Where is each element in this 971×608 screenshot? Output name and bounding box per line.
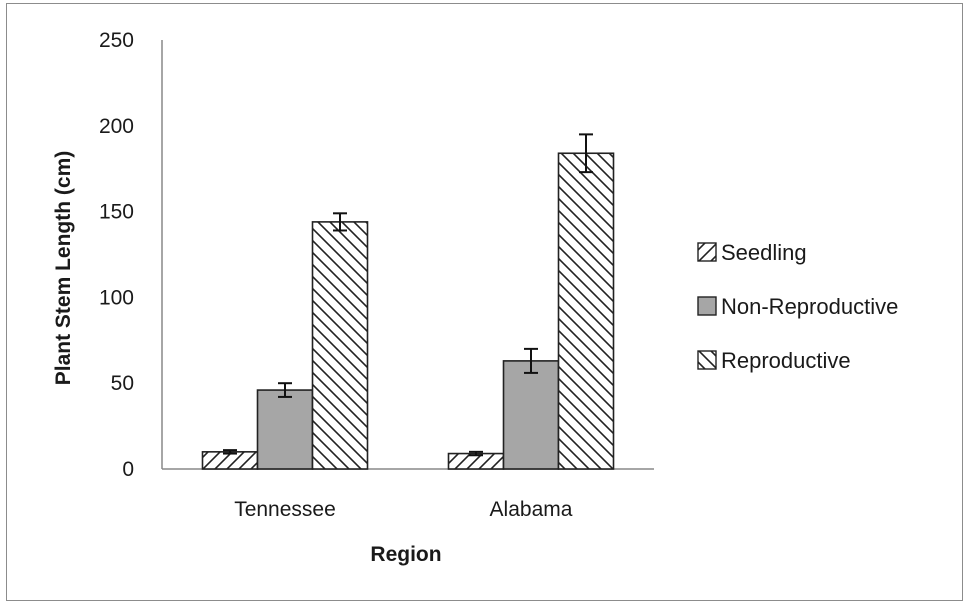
- y-axis: 0 50 100 150 200 250: [99, 29, 163, 481]
- legend-swatch: [697, 242, 717, 262]
- legend: Seedling Non-Reproductive Reproductive: [697, 240, 898, 373]
- bar-non-reproductive: [502, 360, 560, 470]
- legend-label: Seedling: [721, 240, 807, 265]
- x-axis: Tennessee Alabama: [162, 468, 654, 521]
- y-tick-label: 150: [99, 201, 134, 224]
- bar-reproductive: [311, 221, 369, 470]
- y-tick-label: 50: [111, 372, 134, 395]
- x-axis-title: Region: [370, 543, 441, 566]
- error-bars: [223, 133, 593, 457]
- y-axis-title: Plant Stem Length (cm): [52, 151, 75, 386]
- chart-frame: [6, 3, 963, 601]
- bar-non-reproductive: [256, 389, 314, 470]
- bar-reproductive: [557, 152, 615, 470]
- legend-swatch: [697, 296, 717, 316]
- y-tick-label: 100: [99, 286, 134, 309]
- legend-label: Non-Reproductive: [721, 294, 898, 319]
- legend-swatch: [697, 350, 717, 370]
- y-tick-label: 200: [99, 115, 134, 138]
- x-tick-label: Tennessee: [234, 498, 336, 521]
- y-tick-label: 0: [122, 458, 134, 481]
- legend-label: Reproductive: [721, 348, 851, 373]
- bars: [201, 152, 615, 470]
- x-tick-label: Alabama: [490, 498, 573, 521]
- y-tick-label: 250: [99, 29, 134, 52]
